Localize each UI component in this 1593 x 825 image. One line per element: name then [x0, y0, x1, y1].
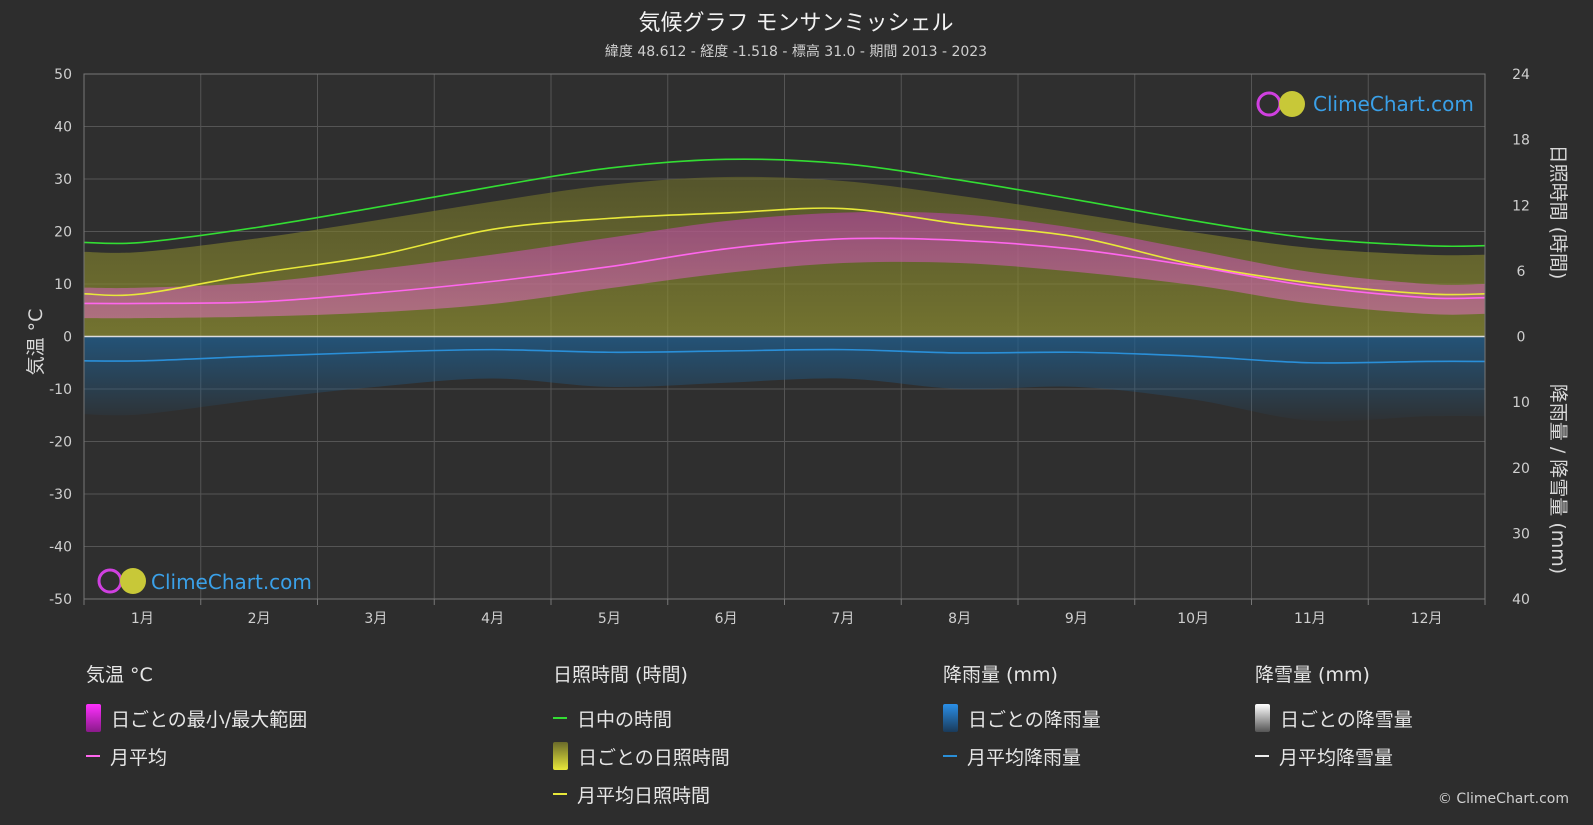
chart-subtitle: 緯度 48.612 - 経度 -1.518 - 標高 31.0 - 期間 201…	[605, 43, 987, 60]
temperature-tick-label: 0	[63, 330, 72, 346]
daily-rain-area	[84, 336, 1485, 422]
precipitation-tick-label: 10	[1512, 395, 1530, 411]
precipitation-tick-label: 30	[1512, 526, 1530, 542]
climechart-sun-icon	[1279, 91, 1305, 117]
month-tick-label: 4月	[481, 611, 504, 627]
sunshine-tick-label: 6	[1517, 264, 1526, 280]
legend-swatch	[943, 755, 957, 757]
precipitation-tick-label: 20	[1512, 461, 1530, 477]
temperature-tick-label: 20	[54, 225, 72, 241]
sunshine-tick-label: 24	[1512, 67, 1530, 83]
legend-label: 月平均	[110, 746, 168, 769]
month-tick-label: 9月	[1065, 611, 1088, 627]
temperature-tick-label: -10	[49, 382, 72, 398]
monthly-sunshine-line	[83, 207, 1486, 297]
temperature-tick-label: -30	[49, 487, 72, 503]
month-tick-label: 6月	[715, 611, 738, 627]
month-tick-label: 10月	[1177, 611, 1209, 627]
monthly-mean-temperature-line	[83, 237, 1486, 305]
legend-sunshine: 日照時間 (時間) 日中の時間 日ごとの日照時間 月平均日照時間	[553, 660, 730, 813]
precipitation-tick-label: 40	[1512, 592, 1530, 608]
chart-title: 気候グラフ モンサンミッシェル	[639, 11, 954, 36]
precipitation-axis-label: 降雨量 / 降雪量 (mm)	[1547, 384, 1569, 574]
legend-swatch	[86, 704, 101, 732]
legend-title: 日照時間 (時間)	[553, 664, 688, 686]
watermark-top: ClimeChart.com	[1256, 91, 1474, 117]
legend-title: 降雨量 (mm)	[943, 664, 1058, 686]
monthly-rain-line	[83, 348, 1486, 364]
temperature-tick-label: -20	[49, 435, 72, 451]
sunshine-tick-label: 18	[1512, 133, 1530, 149]
legend-label: 月平均降雨量	[967, 746, 1082, 769]
legend-rain: 降雨量 (mm) 日ごとの降雨量 月平均降雨量	[943, 660, 1101, 775]
legend-item: 日中の時間	[553, 699, 730, 737]
data-areas	[84, 176, 1485, 422]
legend-swatch	[553, 717, 567, 719]
legend-label: 月平均降雪量	[1279, 746, 1394, 769]
legend-label: 日ごとの降雪量	[1280, 708, 1413, 731]
legend-title: 降雪量 (mm)	[1255, 664, 1370, 686]
watermark-text: ClimeChart.com	[151, 570, 312, 594]
temperature-tick-label: -40	[49, 540, 72, 556]
sunshine-tick-label: 12	[1512, 198, 1530, 214]
month-tick-label: 2月	[248, 611, 271, 627]
climechart-sun-icon	[120, 568, 146, 594]
legend-label: 日中の時間	[577, 708, 673, 731]
temperature-tick-label: -50	[49, 592, 72, 608]
legend-item: 日ごとの降雪量	[1255, 699, 1413, 737]
copyright: © ClimeChart.com	[1437, 791, 1569, 807]
month-tick-label: 11月	[1294, 611, 1326, 627]
legend-label: 日ごとの最小/最大範囲	[111, 708, 308, 731]
legend-swatch	[943, 704, 958, 732]
daylight-hours-line	[83, 158, 1486, 248]
month-tick-label: 7月	[831, 611, 854, 627]
legend-temperature: 気温 °C 日ごとの最小/最大範囲 月平均	[86, 660, 307, 775]
legend-item: 日ごとの降雨量	[943, 699, 1101, 737]
month-tick-label: 3月	[364, 611, 387, 627]
legend-item: 月平均日照時間	[553, 775, 730, 813]
temperature-tick-label: 10	[54, 277, 72, 293]
watermark-text: ClimeChart.com	[1313, 92, 1474, 116]
month-tick-label: 8月	[948, 611, 971, 627]
month-tick-label: 5月	[598, 611, 621, 627]
legend-swatch	[1255, 755, 1269, 757]
daily-temperature-range-band	[84, 211, 1485, 319]
legend-swatch	[86, 755, 100, 757]
temperature-tick-label: 30	[54, 172, 72, 188]
legend-title: 気温 °C	[86, 664, 153, 686]
legend-label: 月平均日照時間	[577, 784, 711, 807]
legend-label: 日ごとの降雨量	[968, 708, 1101, 731]
month-tick-label: 12月	[1411, 611, 1443, 627]
sunshine-tick-label: 0	[1517, 330, 1526, 346]
axes: 50 40 30 20 10 0 -10 -20 -30 -40 -50 1月 2月 3月 4月 5月 6月 7月…	[49, 67, 1530, 627]
month-tick-label: 1月	[131, 611, 154, 627]
legend-item: 月平均降雪量	[1255, 737, 1413, 775]
temperature-tick-label: 40	[54, 120, 72, 136]
plot-frame	[83, 73, 1486, 600]
legend-item: 日ごとの日照時間	[553, 737, 730, 775]
legend-swatch	[553, 742, 568, 770]
legend-swatch	[1255, 704, 1270, 732]
legend-snow: 降雪量 (mm) 日ごとの降雪量 月平均降雪量	[1255, 660, 1413, 775]
legend-label: 日ごとの日照時間	[578, 746, 730, 769]
sunshine-axis-label: 日照時間 (時間)	[1547, 145, 1569, 280]
watermark-bottom: ClimeChart.com	[97, 568, 312, 594]
temperature-axis-label: 気温 °C	[25, 309, 47, 376]
legend-item: 月平均	[86, 737, 307, 775]
legend-item: 日ごとの最小/最大範囲	[86, 699, 307, 737]
temperature-tick-label: 50	[54, 67, 72, 83]
legend-item: 月平均降雨量	[943, 737, 1101, 775]
series-lines	[83, 158, 1486, 364]
legend-swatch	[553, 793, 567, 795]
